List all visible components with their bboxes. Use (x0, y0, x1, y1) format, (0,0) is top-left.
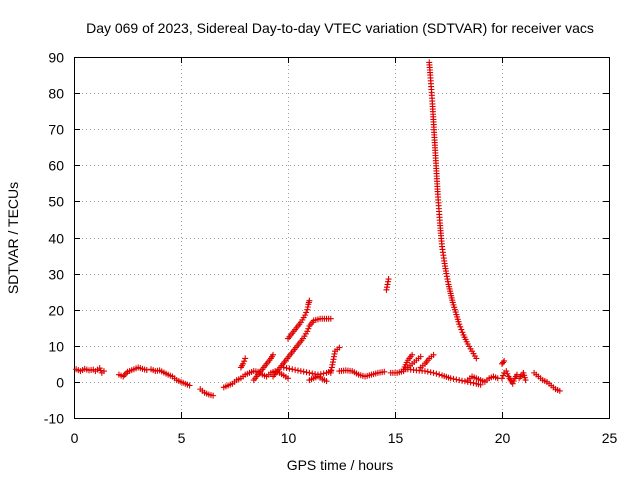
y-tick-label: 30 (48, 267, 64, 283)
data-point (556, 387, 563, 394)
data-point (210, 392, 217, 399)
data-point (385, 276, 392, 283)
data-point (336, 344, 343, 351)
y-tick-label: 50 (48, 194, 64, 210)
data-point (459, 377, 466, 384)
data-point (300, 368, 307, 375)
data-point (510, 377, 517, 384)
y-tick-label: 20 (48, 303, 64, 319)
data-point (289, 366, 296, 373)
x-tick-label: 10 (281, 430, 297, 446)
data-point (242, 355, 249, 362)
y-tick-label: 70 (48, 122, 64, 138)
data-point (522, 377, 529, 384)
data-point (458, 326, 465, 333)
x-tick-label: 20 (495, 430, 511, 446)
data-point (297, 368, 304, 375)
data-point (302, 312, 309, 319)
y-tick-label: 90 (48, 50, 64, 66)
data-point (327, 315, 334, 322)
data-point (409, 351, 416, 358)
plot-frame (74, 57, 610, 419)
x-tick-label: 5 (178, 430, 186, 446)
data-point (453, 376, 460, 383)
data-points (73, 59, 563, 399)
data-point (459, 329, 466, 336)
chart-title: Day 069 of 2023, Sidereal Day-to-day VTE… (86, 20, 594, 36)
x-axis-title: GPS time / hours (287, 457, 394, 473)
data-point (306, 297, 313, 304)
data-point (285, 375, 291, 382)
data-point (381, 368, 388, 375)
data-point (450, 375, 457, 382)
data-point (240, 360, 247, 367)
y-tick-label: 60 (48, 158, 64, 174)
grid-lines (74, 57, 609, 418)
y-axis-title: SDTVAR / TECUs (5, 182, 21, 294)
data-point (309, 370, 316, 377)
data-point (457, 323, 464, 330)
data-point (294, 367, 301, 374)
y-tick-label: 10 (48, 339, 64, 355)
data-point (509, 380, 516, 387)
data-point (456, 321, 463, 328)
data-point (320, 370, 327, 377)
data-point (100, 368, 107, 375)
data-point (303, 369, 310, 376)
data-point (499, 375, 505, 382)
y-tick-label: 80 (48, 86, 64, 102)
data-point (424, 368, 431, 375)
data-point (292, 366, 299, 373)
data-point (303, 309, 310, 316)
data-point (436, 371, 443, 378)
y-tick-label: 0 (56, 375, 64, 391)
data-point (500, 372, 507, 379)
data-point (323, 378, 330, 385)
data-point (500, 359, 507, 366)
data-point (430, 369, 437, 376)
data-point (501, 357, 508, 364)
data-point (504, 370, 511, 377)
data-point (461, 378, 468, 385)
data-point (433, 370, 440, 377)
data-point (306, 369, 313, 376)
data-point (503, 368, 510, 375)
data-point (447, 375, 454, 382)
data-point (286, 365, 293, 372)
x-tick-labels: 0 5 10 15 20 25 (71, 430, 618, 446)
data-point (283, 365, 290, 372)
data-point (186, 382, 193, 389)
y-tick-label: -10 (44, 411, 64, 427)
data-point (470, 380, 477, 387)
data-point (241, 358, 248, 365)
data-point (143, 366, 150, 373)
data-point (456, 377, 463, 384)
data-point (430, 351, 437, 358)
x-tick-label: 25 (602, 430, 618, 446)
x-tick-label: 0 (71, 430, 79, 446)
data-point (417, 353, 424, 360)
data-point (280, 364, 287, 371)
data-point (427, 369, 434, 376)
data-point (304, 328, 311, 335)
y-tick-label: 40 (48, 231, 64, 247)
data-point (421, 368, 428, 375)
axis-ticks (74, 57, 610, 419)
y-tick-labels: -10 0 10 20 30 40 50 60 70 80 90 (44, 50, 64, 427)
x-tick-label: 15 (388, 430, 404, 446)
data-point (270, 351, 277, 358)
data-point (473, 355, 480, 362)
data-point (305, 325, 312, 332)
